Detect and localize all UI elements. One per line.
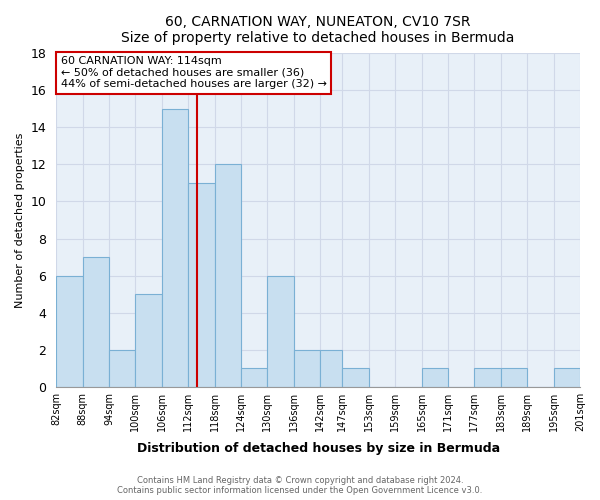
Bar	[342, 368, 369, 386]
Bar	[56, 276, 83, 386]
Bar	[422, 368, 448, 386]
Bar	[215, 164, 241, 386]
Bar	[320, 350, 342, 387]
Bar	[136, 294, 162, 386]
Text: 60 CARNATION WAY: 114sqm
← 50% of detached houses are smaller (36)
44% of semi-d: 60 CARNATION WAY: 114sqm ← 50% of detach…	[61, 56, 326, 90]
Bar	[475, 368, 501, 386]
Bar	[268, 276, 294, 386]
Bar	[501, 368, 527, 386]
Bar	[554, 368, 580, 386]
Bar	[241, 368, 268, 386]
Bar	[109, 350, 136, 387]
X-axis label: Distribution of detached houses by size in Bermuda: Distribution of detached houses by size …	[137, 442, 500, 455]
Bar	[294, 350, 320, 387]
Bar	[188, 183, 215, 386]
Title: 60, CARNATION WAY, NUNEATON, CV10 7SR
Size of property relative to detached hous: 60, CARNATION WAY, NUNEATON, CV10 7SR Si…	[121, 15, 515, 45]
Bar	[83, 257, 109, 386]
Bar	[162, 109, 188, 386]
Y-axis label: Number of detached properties: Number of detached properties	[15, 132, 25, 308]
Text: Contains HM Land Registry data © Crown copyright and database right 2024.
Contai: Contains HM Land Registry data © Crown c…	[118, 476, 482, 495]
